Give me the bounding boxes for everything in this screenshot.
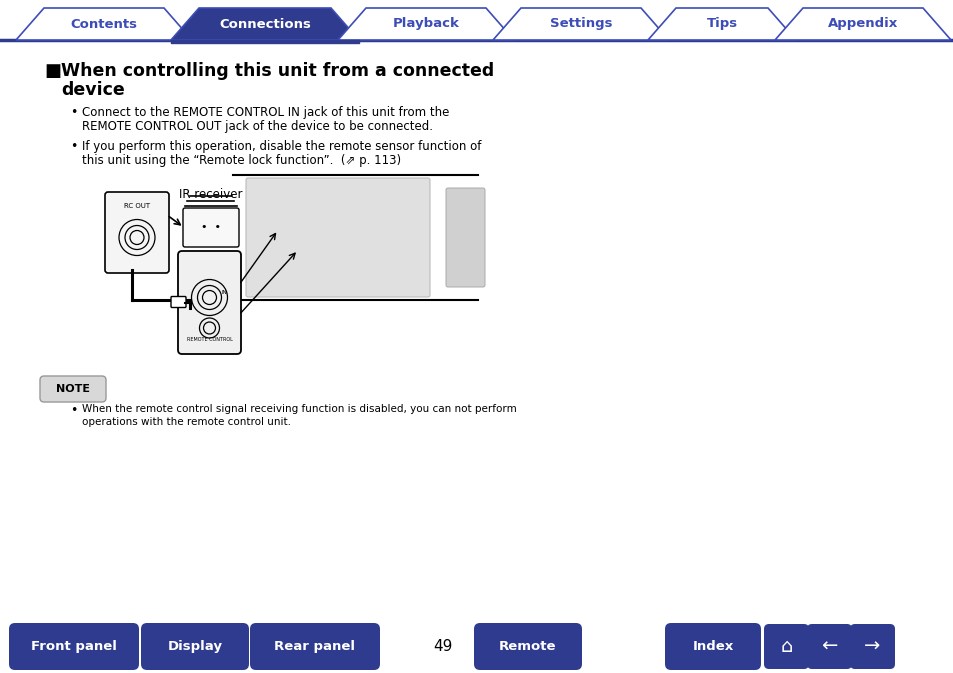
Text: Display: Display: [168, 640, 222, 653]
FancyBboxPatch shape: [246, 178, 430, 297]
Text: Connect to the REMOTE CONTROL IN jack of this unit from the: Connect to the REMOTE CONTROL IN jack of…: [82, 106, 449, 119]
Polygon shape: [774, 8, 950, 40]
Text: IR receiver: IR receiver: [179, 188, 242, 201]
FancyBboxPatch shape: [40, 376, 106, 402]
FancyBboxPatch shape: [9, 623, 139, 670]
Text: Connections: Connections: [219, 17, 311, 30]
Text: Index: Index: [692, 640, 733, 653]
Text: device: device: [61, 81, 125, 99]
FancyBboxPatch shape: [141, 623, 249, 670]
Text: When controlling this unit from a connected: When controlling this unit from a connec…: [61, 62, 494, 80]
Text: ←: ←: [821, 637, 837, 656]
Text: Rear panel: Rear panel: [274, 640, 355, 653]
FancyBboxPatch shape: [105, 192, 169, 273]
Text: ■: ■: [44, 62, 61, 80]
Text: this unit using the “Remote lock function”.  (⇗ p. 113): this unit using the “Remote lock functio…: [82, 154, 400, 167]
FancyBboxPatch shape: [178, 251, 241, 354]
FancyBboxPatch shape: [849, 624, 894, 669]
Text: If you perform this operation, disable the remote sensor function of: If you perform this operation, disable t…: [82, 140, 481, 153]
Polygon shape: [337, 8, 514, 40]
Text: Remote: Remote: [498, 640, 557, 653]
Text: Playback: Playback: [392, 17, 459, 30]
Polygon shape: [493, 8, 668, 40]
Text: ⌂: ⌂: [780, 637, 792, 656]
Text: 49: 49: [433, 639, 453, 654]
Text: •: •: [70, 140, 77, 153]
Text: REMOTE CONTROL OUT jack of the device to be connected.: REMOTE CONTROL OUT jack of the device to…: [82, 120, 433, 133]
FancyBboxPatch shape: [763, 624, 808, 669]
FancyBboxPatch shape: [250, 623, 379, 670]
FancyBboxPatch shape: [171, 297, 186, 308]
Text: •: •: [70, 404, 77, 417]
Text: Settings: Settings: [549, 17, 612, 30]
Text: Front panel: Front panel: [31, 640, 117, 653]
Text: IN: IN: [221, 290, 227, 295]
Text: NOTE: NOTE: [56, 384, 90, 394]
FancyBboxPatch shape: [806, 624, 851, 669]
Text: REMOTE CONTROL: REMOTE CONTROL: [187, 337, 233, 342]
FancyBboxPatch shape: [664, 623, 760, 670]
Text: RC OUT: RC OUT: [124, 203, 150, 209]
Text: Appendix: Appendix: [827, 17, 897, 30]
FancyBboxPatch shape: [446, 188, 484, 287]
Polygon shape: [171, 8, 358, 40]
FancyBboxPatch shape: [183, 208, 239, 247]
Polygon shape: [16, 8, 192, 40]
Text: operations with the remote control unit.: operations with the remote control unit.: [82, 417, 291, 427]
Text: Contents: Contents: [71, 17, 137, 30]
Text: Tips: Tips: [706, 17, 737, 30]
Text: When the remote control signal receiving function is disabled, you can not perfo: When the remote control signal receiving…: [82, 404, 517, 414]
Text: •  •: • •: [201, 223, 221, 232]
Text: •: •: [70, 106, 77, 119]
Text: →: →: [863, 637, 880, 656]
Polygon shape: [647, 8, 795, 40]
FancyBboxPatch shape: [474, 623, 581, 670]
